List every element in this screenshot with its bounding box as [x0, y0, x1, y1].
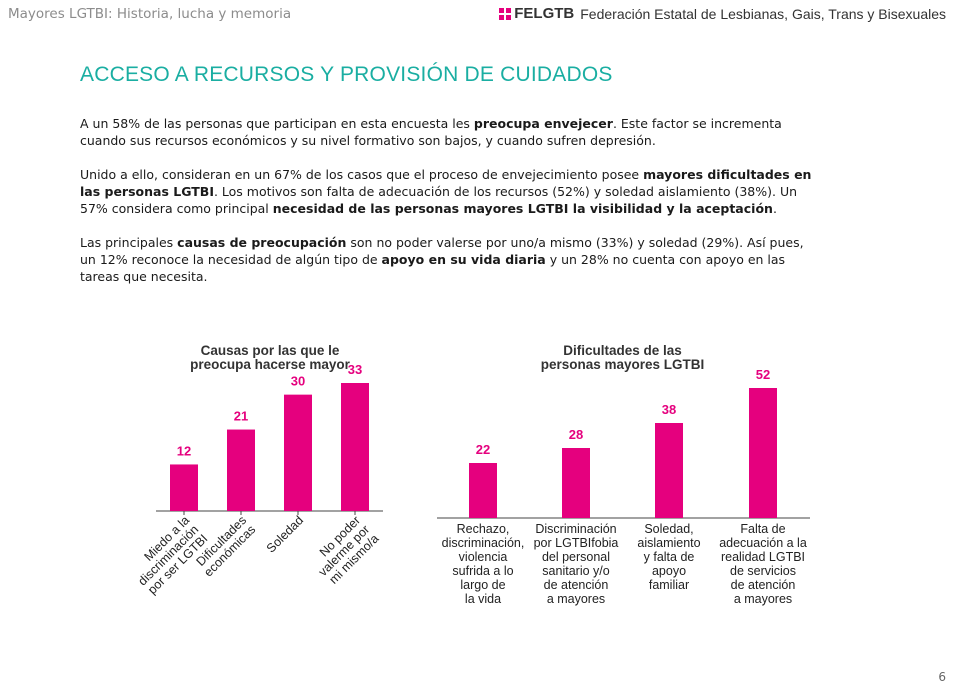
chart-2-category-line: por LGTBIfobia [534, 536, 619, 550]
chart-2-category-line: la vida [465, 592, 501, 606]
chart-1-title-line-1: Causas por las que le [200, 343, 340, 358]
chart-2-category-line: largo de [460, 578, 505, 592]
chart-2-title: Dificultades de las personas mayores LGT… [510, 344, 735, 372]
p3-text-a: Las principales [80, 235, 178, 250]
chart-2-category-label: Discriminación por LGTBIfobia del personal… [534, 522, 619, 606]
p3-bold-b: causas de preocupación [177, 235, 347, 250]
chart-2-category-line: Rechazo, [457, 522, 510, 536]
chart-2-bar [469, 463, 497, 518]
chart-2-category-line: y falta de [644, 550, 695, 564]
chart-1-title-line-2: preocupa hacerse mayor [190, 357, 350, 372]
chart-1-value-label: 30 [291, 374, 305, 389]
p2-text-a: Unido a ello, consideran en un 67% de lo… [80, 167, 644, 182]
paragraph-1: A un 58% de las personas que participan … [80, 115, 820, 149]
chart-2-category-line: apoyo [652, 564, 686, 578]
chart-2-value-label: 38 [662, 402, 676, 417]
p2-text-e: . [772, 201, 777, 216]
chart-2-category-line: sanitario y/o [542, 564, 609, 578]
chart-2-category-line: del personal [542, 550, 610, 564]
p2-bold-d: necesidad de las personas mayores LGTBI … [272, 201, 773, 216]
p1-text-a: A un 58% de las personas que participan … [80, 116, 474, 131]
chart-1-value-label: 33 [348, 362, 362, 377]
chart-1-value-label: 12 [177, 443, 191, 458]
page-number: 6 [938, 670, 946, 684]
chart-2-category-line: discriminación, [442, 536, 525, 550]
chart-2-category-label: Rechazo, discriminación, violencia sufrida … [442, 522, 525, 606]
chart-2-category-label: Falta de adecuación a la realidad LGTBI de … [719, 522, 807, 606]
chart-2-category-line: familiar [649, 578, 689, 592]
p1-text-c: . Este factor se incrementa cuando sus r… [80, 116, 782, 148]
chart-2-bar [655, 423, 683, 518]
chart-2-category-line: de atención [731, 578, 796, 592]
p2-bold-b: mayores dificultades en las personas LGT… [80, 167, 812, 199]
chart-2-category-line: Soledad, [644, 522, 693, 536]
p3-bold-d: apoyo en su vida diaria [381, 252, 546, 267]
organization-header: FELGTB Federación Estatal de Lesbianas, … [499, 5, 946, 22]
p1-bold-b: preocupa envejecer [473, 116, 613, 131]
chart-1-bar [227, 429, 255, 511]
chart-2-title-line-2: personas mayores LGTBI [540, 357, 705, 372]
chart-2-bar [562, 448, 590, 518]
chart-1-title: Causas por las que le preocupa hacerse m… [170, 344, 370, 372]
paragraph-2: Unido a ello, consideran en un 67% de lo… [80, 166, 820, 217]
chart-2-value-label: 52 [756, 367, 770, 382]
logo-mark-icon [499, 7, 512, 20]
chart-2-category-line: adecuación a la [719, 536, 807, 550]
chart-2-value-label: 28 [569, 427, 583, 442]
chart-2-category-label: Soledad, aislamiento y falta de apoyo famili… [637, 522, 700, 592]
chart-2-category-line: realidad LGTBI [721, 550, 805, 564]
chart-2-category-line: de atención [544, 578, 609, 592]
chart-1-bar [170, 464, 198, 511]
chart-2-category-line: a mayores [547, 592, 605, 606]
felgtb-logo: FELGTB [499, 5, 574, 22]
chart-2-category-line: aislamiento [637, 536, 700, 550]
section-title: ACCESO A RECURSOS Y PROVISIÓN DE CUIDADO… [80, 63, 613, 86]
chart-2-category-line: de servicios [730, 564, 796, 578]
logo-text: FELGTB [514, 5, 575, 22]
paragraph-3: Las principales causas de preocupación s… [80, 234, 820, 285]
chart-2-category-line: Discriminación [535, 522, 616, 536]
p3-text-c: son no poder valerse por uno/a mismo (33… [80, 235, 804, 267]
chart-1-bar [284, 394, 312, 511]
p2-text-c: . Los motivos son falta de adecuación de… [80, 184, 798, 216]
chart-2-bar [749, 388, 777, 518]
organization-name: Federación Estatal de Lesbianas, Gais, T… [580, 5, 946, 22]
chart-1-value-label: 21 [234, 409, 248, 424]
p3-text-e: y un 28% no cuenta con apoyo en las tare… [80, 252, 786, 284]
chart-2-category-line: Falta de [740, 522, 785, 536]
chart-2-value-label: 22 [476, 442, 490, 457]
chart-1-bar [341, 383, 369, 511]
chart-2-category-line: a mayores [734, 592, 792, 606]
chart-2-title-line-1: Dificultades de las [563, 343, 682, 358]
document-title: Mayores LGTBI: Historia, lucha y memoria [8, 6, 292, 22]
chart-2-category-line: sufrida a lo [452, 564, 513, 578]
chart-2-category-line: violencia [459, 550, 508, 564]
